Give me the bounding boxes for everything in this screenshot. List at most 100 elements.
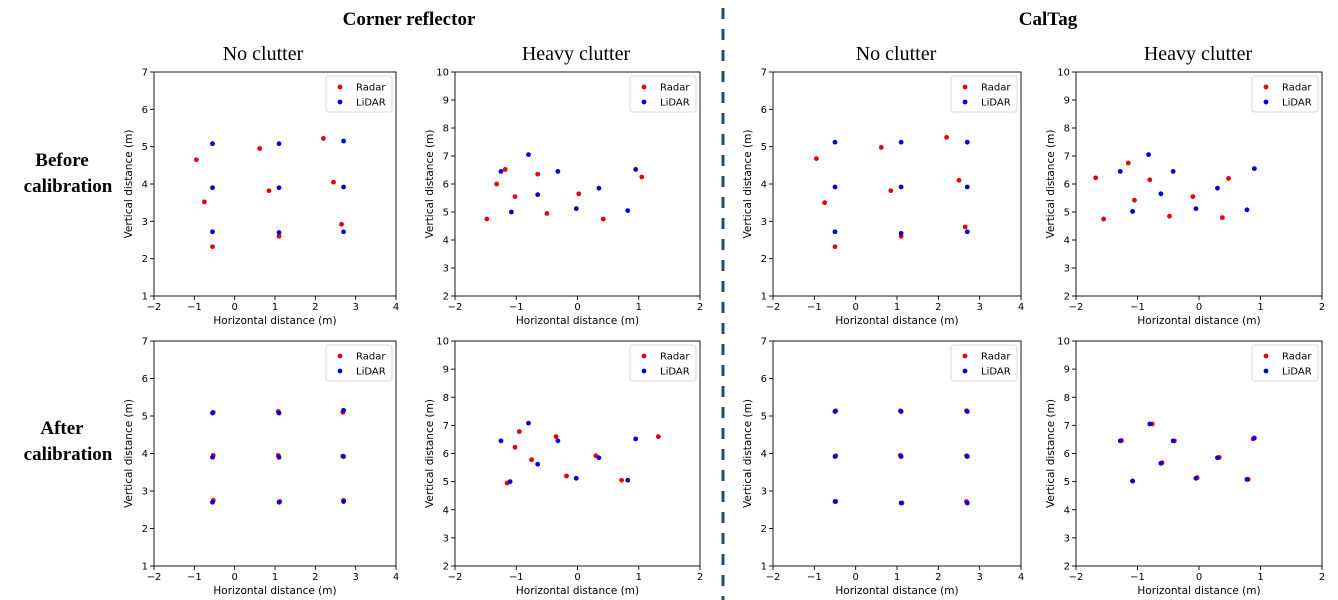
scatter-plot-7: −2 −1 0 1 2 3 4 1 2 3 4 5 6 7 Horizontal distance (m) V…: [742, 337, 1024, 598]
row-label-before-line2: calibration: [24, 176, 113, 197]
lidar-point: [898, 454, 904, 459]
lidar-point: [276, 499, 282, 505]
lidar-point: [210, 499, 215, 505]
y-tick-label: 9: [443, 96, 449, 107]
radar-point: [502, 167, 508, 172]
lidar-point: [832, 454, 838, 459]
radar-point: [1101, 216, 1107, 222]
y-tick-label: 9: [1064, 365, 1070, 376]
y-tick-label: 3: [142, 217, 148, 228]
legend-label: LiDAR: [356, 367, 386, 378]
lidar-point: [964, 229, 970, 235]
y-tick-label: 3: [761, 487, 767, 498]
x-tick-label: 2: [935, 302, 941, 313]
y-tick-label: 7: [443, 152, 449, 163]
y-axis-label: Vertical distance (m): [1045, 130, 1057, 239]
y-tick-label: 8: [443, 393, 449, 404]
radar-point: [276, 233, 282, 239]
y-tick-label: 5: [142, 142, 148, 153]
x-tick-label: 2: [1319, 572, 1325, 583]
row-label-before-line1: Before: [35, 150, 88, 171]
x-axis-label: Horizontal distance (m): [516, 315, 639, 327]
section-title-caltag: CalTag: [1019, 9, 1078, 30]
radar-point: [832, 244, 838, 250]
radar-point: [1226, 176, 1231, 181]
lidar-point: [1244, 476, 1250, 482]
x-tick-label: 3: [976, 572, 982, 583]
scatter-plot-5: −2 −1 0 1 2 3 4 1 2 3 4 5 6 7 Horizontal distance (m) V…: [123, 337, 399, 598]
y-tick-label: 5: [761, 412, 767, 423]
lidar-point: [1193, 206, 1199, 212]
y-tick-label: 7: [142, 68, 148, 79]
y-tick-label: 5: [1064, 208, 1070, 219]
y-tick-label: 2: [443, 562, 449, 573]
lidar-point: [573, 206, 579, 212]
legend: Radar LiDAR: [325, 75, 393, 113]
x-tick-label: −2: [448, 302, 463, 313]
legend-label: Radar: [660, 83, 690, 94]
y-axis-label: Vertical distance (m): [424, 399, 436, 508]
x-tick-label: −1: [187, 572, 202, 583]
legend-marker: [641, 84, 647, 90]
legend: Radar LiDAR: [629, 344, 697, 382]
y-tick-label: 6: [443, 180, 449, 191]
x-tick-label: 1: [894, 572, 900, 583]
legend-box: [325, 75, 393, 113]
x-tick-label: 2: [312, 302, 318, 313]
y-tick-label: 7: [761, 68, 767, 79]
y-tick-label: 9: [1064, 96, 1070, 107]
lidar-point: [625, 477, 631, 483]
radar-point: [576, 191, 582, 197]
lidar-point: [898, 500, 904, 506]
x-tick-label: −2: [1069, 572, 1084, 583]
y-tick-label: 8: [1064, 393, 1070, 404]
lidar-point: [276, 141, 282, 147]
scatter-plot-8: −2 −1 0 1 2 2 3 4 5 6 7 8 9 10 Horizontal distance (m)…: [1045, 337, 1325, 598]
lidar-point: [1158, 191, 1164, 197]
x-tick-label: 2: [312, 572, 318, 583]
y-tick-label: 2: [761, 524, 767, 535]
y-tick-label: 1: [761, 292, 767, 303]
legend-marker: [337, 368, 343, 374]
legend-box: [629, 344, 697, 382]
y-tick-label: 4: [443, 236, 449, 247]
legend-label: LiDAR: [660, 367, 690, 378]
lidar-point: [832, 139, 838, 145]
legend-label: Radar: [660, 352, 690, 363]
lidar-point: [210, 454, 215, 460]
y-tick-label: 6: [443, 449, 449, 460]
x-tick-label: 3: [352, 572, 358, 583]
lidar-point: [526, 152, 531, 158]
y-tick-label: 3: [761, 217, 767, 228]
legend: Radar LiDAR: [950, 75, 1018, 113]
radar-point: [266, 188, 272, 194]
lidar-point: [1158, 460, 1164, 466]
radar-point: [535, 171, 541, 177]
y-tick-label: 4: [1064, 236, 1070, 247]
y-tick-label: 3: [142, 487, 148, 498]
lidar-point: [1251, 166, 1257, 172]
x-tick-label: 1: [894, 302, 900, 313]
radar-point: [822, 200, 828, 206]
lidar-point: [1130, 209, 1135, 214]
legend: Radar LiDAR: [629, 75, 697, 113]
plots-container: −2 −1 0 1 2 3 4 1 2 3 4 5 6 7 Horizontal distance (m) V…: [123, 68, 1325, 598]
lidar-point: [535, 192, 541, 198]
column-title-1: No clutter: [223, 43, 304, 65]
x-tick-label: 4: [393, 572, 399, 583]
lidar-point: [964, 500, 970, 506]
y-tick-label: 10: [436, 337, 449, 348]
legend-box: [629, 75, 697, 113]
lidar-point: [633, 167, 639, 172]
x-tick-label: 0: [1196, 572, 1202, 583]
lidar-point: [1147, 421, 1153, 427]
x-tick-label: 0: [852, 572, 858, 583]
x-tick-label: 0: [231, 302, 237, 313]
radar-point: [564, 473, 569, 479]
radar-point: [529, 457, 534, 463]
x-tick-label: −1: [1130, 572, 1145, 583]
lidar-point: [555, 169, 561, 174]
x-tick-label: 4: [393, 302, 399, 313]
y-axis-label: Vertical distance (m): [742, 130, 754, 239]
y-axis-label: Vertical distance (m): [123, 130, 135, 239]
